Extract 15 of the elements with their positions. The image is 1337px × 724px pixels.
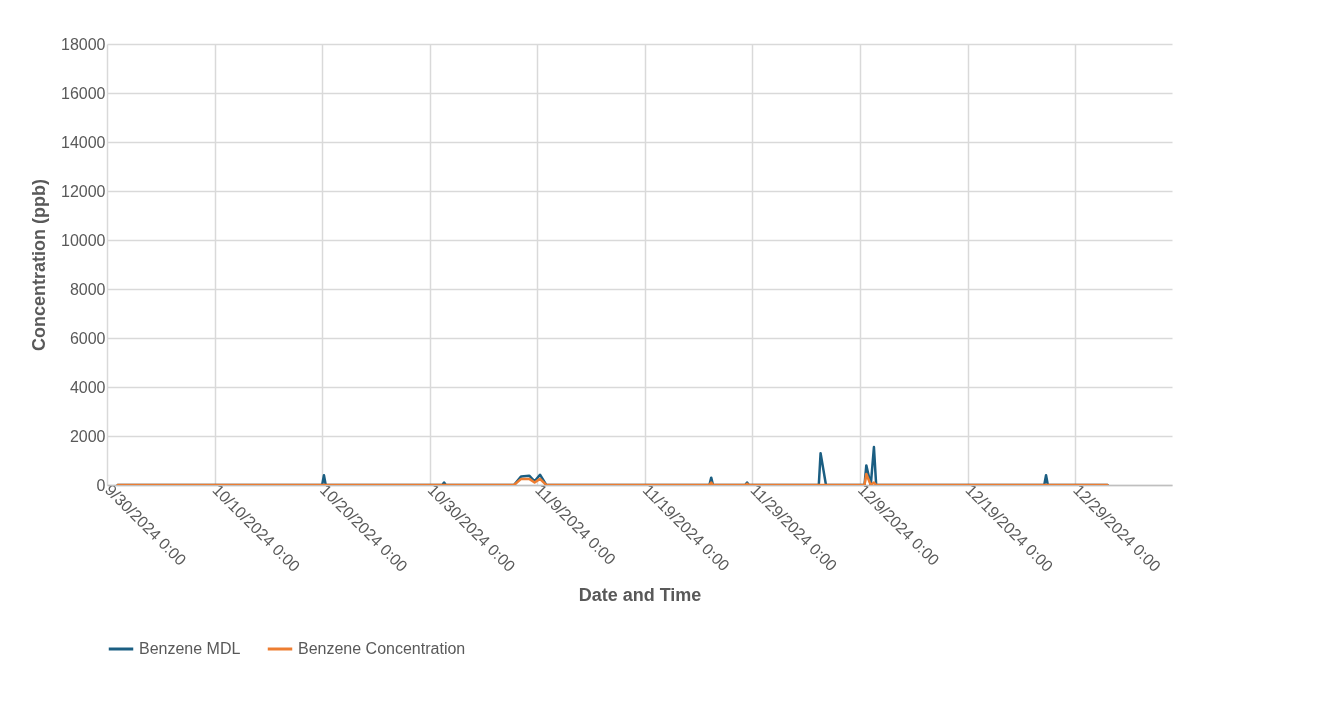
y-tick-label: 0 [96,476,106,494]
y-tick-label: 14000 [61,133,106,151]
x-axis-title: Date and Time [578,584,702,605]
y-tick-label: 8000 [69,280,106,298]
legend-label: Benzene Concentration [298,640,466,657]
y-tick-label: 16000 [61,84,106,102]
y-tick-label: 18000 [61,35,106,53]
y-axis-title: Concentration (ppb) [29,179,50,351]
y-tick-label: 6000 [69,329,106,347]
y-tick-label: 10000 [61,231,106,249]
line-series [116,472,1109,485]
y-tick-label: 4000 [69,378,106,396]
y-tick-label: 12000 [61,182,106,200]
legend-label: Benzene MDL [139,640,241,657]
y-tick-label: 2000 [69,427,106,445]
